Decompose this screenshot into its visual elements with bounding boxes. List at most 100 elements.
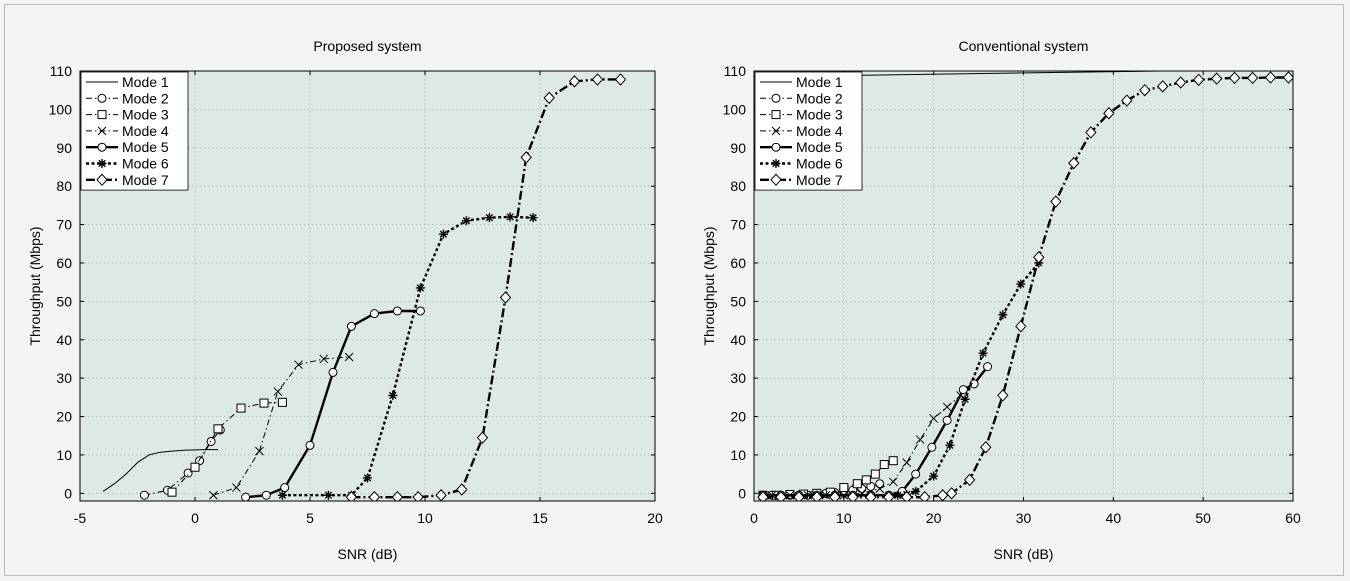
legend-label-mode-1: Mode 1 (796, 74, 843, 90)
series-line-mode-1 (102, 449, 218, 492)
data-point-mode-4 (942, 402, 952, 412)
y-tick-label: 80 (56, 178, 72, 194)
data-point-mode-7 (757, 490, 769, 501)
data-point-mode-7 (865, 490, 877, 501)
x-tick-label: 10 (836, 510, 852, 526)
y-tick-label: 110 (50, 63, 73, 79)
data-point-mode-2 (183, 468, 193, 478)
data-point-mode-6 (323, 490, 333, 500)
data-point-mode-7 (476, 431, 489, 444)
data-point-mode-6 (505, 212, 515, 222)
legend-label-mode-7: Mode 7 (122, 172, 169, 188)
y-tick-label: 50 (730, 293, 746, 309)
data-point-mode-6 (363, 473, 372, 483)
legend-box (754, 71, 863, 191)
data-point-mode-7 (1193, 73, 1205, 87)
legend-marker-mode-5 (771, 142, 781, 152)
x-axis-label: SNR (dB) (994, 546, 1054, 562)
x-tick-label: 5 (306, 510, 314, 526)
data-point-mode-3 (839, 483, 849, 493)
figure: -5 0 5 10 15 20 0 10 20 30 40 50 60 70 80 90 100 110 Propo… (4, 4, 1344, 576)
y-tick-label: 50 (56, 293, 72, 309)
data-point-mode-7 (919, 490, 931, 501)
legend-label-mode-4: Mode 4 (796, 123, 843, 139)
data-point-mode-7 (980, 441, 992, 454)
legend-marker-mode-3 (771, 110, 781, 120)
data-point-mode-7 (568, 75, 581, 88)
data-point-mode-7 (1246, 71, 1259, 85)
legend-marker-mode-6 (97, 159, 107, 168)
legend-label-mode-3: Mode 3 (796, 107, 843, 123)
data-point-mode-2 (875, 479, 885, 489)
y-tick-label: 20 (730, 409, 746, 425)
y-axis-label: Throughput (Mbps) (27, 226, 43, 345)
legend-marker-mode-4 (771, 126, 781, 136)
data-point-mode-7 (1085, 126, 1097, 139)
x-tick-label: 20 (926, 510, 942, 526)
y-tick-label: 100 (723, 101, 747, 117)
data-point-mode-5 (369, 309, 379, 319)
axes-frame (79, 70, 656, 502)
data-point-mode-4 (232, 483, 241, 492)
y-tick-label: 40 (730, 332, 746, 348)
x-tick-label: 50 (1195, 510, 1211, 526)
legend-label-mode-7: Mode 7 (796, 172, 843, 188)
legend-marker-mode-5 (97, 142, 107, 152)
data-point-mode-6 (277, 490, 287, 500)
data-point-mode-3 (167, 487, 177, 497)
y-tick-label: 60 (730, 255, 746, 271)
data-point-mode-2 (195, 456, 205, 466)
data-point-mode-7 (1068, 156, 1080, 170)
y-tick-label: 90 (730, 140, 746, 156)
data-point-mode-6 (528, 213, 538, 223)
data-point-mode-7 (1139, 83, 1151, 97)
legend-label-mode-5: Mode 5 (796, 139, 843, 155)
data-point-mode-7 (829, 490, 841, 501)
legend-marker-mode-7 (770, 173, 782, 187)
data-point-mode-4 (929, 414, 939, 423)
y-tick-label: 70 (730, 217, 746, 233)
data-point-mode-7 (614, 73, 627, 86)
y-axis-label: Throughput (Mbps) (701, 226, 717, 345)
data-point-mode-6 (893, 490, 903, 500)
x-tick-label: 0 (191, 510, 199, 526)
legend-label-mode-5: Mode 5 (122, 139, 169, 155)
data-point-mode-7 (1264, 71, 1277, 84)
data-point-mode-7 (1121, 94, 1133, 107)
data-point-mode-4 (875, 484, 885, 494)
data-point-mode-7 (520, 151, 532, 164)
data-point-mode-4 (273, 387, 283, 396)
data-point-mode-5 (261, 490, 271, 500)
data-point-mode-7 (1050, 195, 1062, 208)
data-point-mode-4 (209, 490, 218, 500)
legend-label-mode-6: Mode 6 (122, 156, 169, 172)
data-point-mode-7 (963, 473, 976, 487)
data-point-mode-4 (344, 352, 354, 362)
data-point-mode-6 (911, 486, 921, 496)
data-point-mode-5 (911, 469, 921, 479)
data-point-mode-6 (998, 310, 1008, 320)
data-point-mode-5 (927, 442, 937, 452)
data-point-mode-5 (280, 483, 290, 493)
data-point-mode-3 (852, 479, 862, 489)
y-tick-label: 30 (56, 370, 72, 386)
grid-lines (754, 71, 1293, 501)
x-tick-label: 15 (532, 510, 548, 526)
legend-marker-mode-4 (97, 126, 107, 136)
x-axis-label: SNR (dB) (338, 546, 398, 562)
y-tick-label: 0 (64, 485, 72, 501)
chart-title: Proposed system (313, 38, 421, 54)
data-point-mode-4 (888, 477, 898, 487)
data-point-mode-7 (368, 490, 381, 501)
data-point-mode-3 (888, 456, 898, 466)
data-point-mode-6 (388, 390, 398, 400)
legend-label-mode-6: Mode 6 (796, 156, 843, 172)
data-point-mode-7 (1103, 106, 1115, 120)
data-point-mode-5 (415, 306, 425, 316)
y-tick-label: 10 (730, 447, 746, 463)
data-point-mode-7 (1210, 72, 1223, 85)
y-tick-label: 60 (56, 255, 72, 271)
data-point-mode-7 (901, 490, 913, 501)
x-tick-label: 60 (1285, 510, 1301, 526)
